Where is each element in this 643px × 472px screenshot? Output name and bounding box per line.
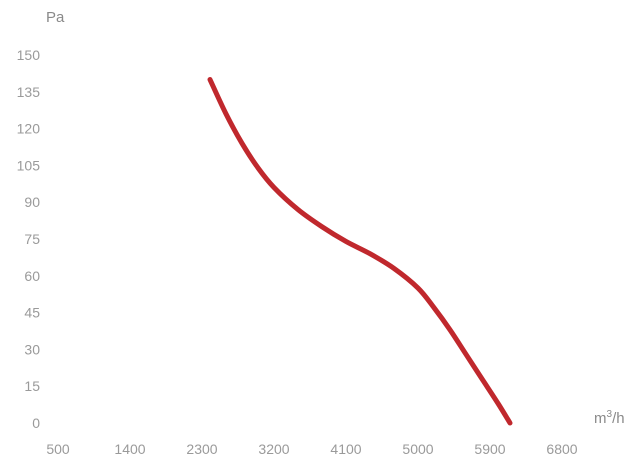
x-tick-label: 4100 (330, 441, 361, 457)
series-line (207, 77, 513, 426)
x-tick-label: 500 (46, 441, 70, 457)
y-tick-label: 90 (24, 194, 40, 210)
y-tick-label: 15 (24, 378, 40, 394)
y-tick-label: 0 (32, 415, 40, 431)
series-layer (207, 77, 513, 426)
x-axis-title-prefix: m (594, 410, 607, 427)
y-tick-label: 75 (24, 231, 40, 247)
y-tick-label: 45 (24, 305, 40, 321)
y-tick-label: 150 (17, 47, 41, 63)
y-axis-title: Pa (46, 9, 65, 26)
x-axis-title-suffix: /h (612, 410, 625, 427)
x-tick-label: 2300 (186, 441, 217, 457)
x-tick-label: 1400 (114, 441, 145, 457)
x-tick-label: 5900 (474, 441, 505, 457)
x-tick-label: 6800 (546, 441, 577, 457)
x-tick-label: 5000 (402, 441, 433, 457)
x-axis-title: m3/h (594, 409, 625, 427)
y-axis-ticks: 0 15 30 45 60 75 90 105 120 135 150 (17, 47, 41, 431)
y-tick-label: 120 (17, 121, 41, 137)
y-tick-label: 105 (17, 157, 41, 173)
x-tick-label: 3200 (258, 441, 289, 457)
y-tick-label: 30 (24, 341, 40, 357)
x-axis-ticks: 500 1400 2300 3200 4100 5000 5900 6800 (46, 441, 577, 457)
y-tick-label: 135 (17, 84, 41, 100)
x-axis-title-superscript: 3 (607, 409, 613, 420)
y-tick-label: 60 (24, 268, 40, 284)
